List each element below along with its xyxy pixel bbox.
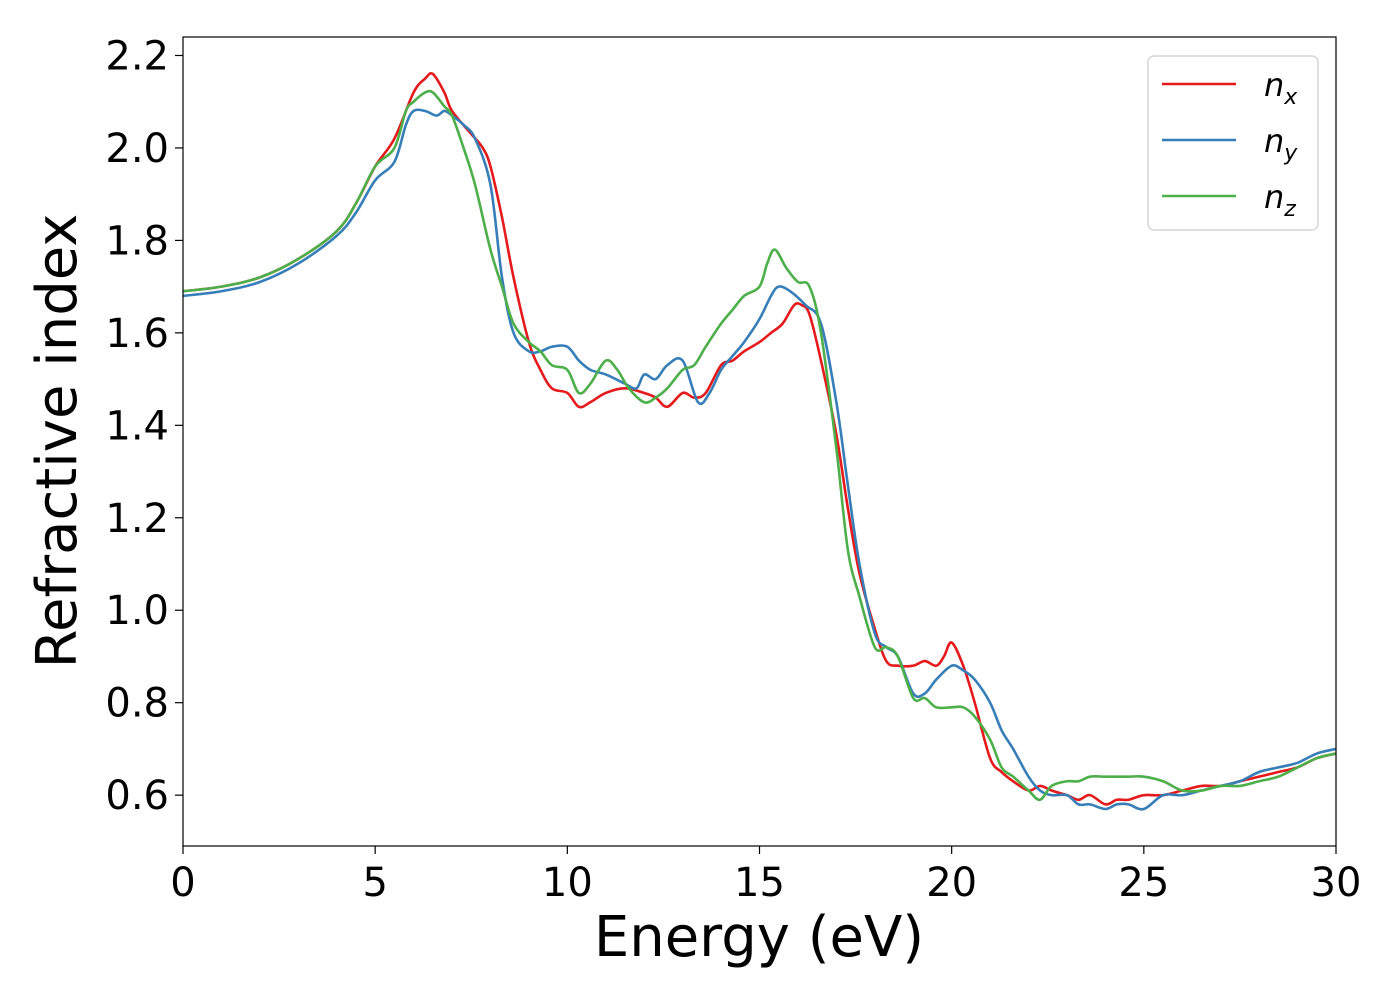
y-tick-label: 0.8 — [105, 681, 169, 727]
legend-label-z: nz — [1264, 178, 1296, 222]
x-tick-label: 25 — [1118, 860, 1169, 906]
series-line-z — [183, 89, 1336, 802]
y-tick-label: 1.0 — [105, 588, 169, 634]
y-tick-label: 0.6 — [105, 773, 169, 819]
series-layer — [183, 72, 1336, 811]
x-tick-label: 30 — [1311, 860, 1362, 906]
y-tick-label: 1.2 — [105, 496, 169, 542]
x-axis: 0 5 10 15 20 25 30 — [170, 846, 1361, 906]
x-tick-label: 15 — [734, 860, 785, 906]
x-tick-label: 5 — [362, 860, 387, 906]
y-tick-label: 2.0 — [105, 126, 169, 172]
y-tick-label: 1.8 — [105, 218, 169, 264]
legend: nx ny nz — [1147, 55, 1319, 231]
legend-box — [1147, 55, 1319, 231]
y-tick-label: 1.4 — [105, 403, 169, 449]
y-axis-title: Refractive index — [25, 214, 90, 669]
x-tick-label: 20 — [926, 860, 977, 906]
x-tick-label: 0 — [170, 860, 195, 906]
y-tick-label: 2.2 — [105, 33, 169, 79]
y-tick-label: 1.6 — [105, 311, 169, 357]
y-axis: 0.6 0.8 1.0 1.2 1.4 1.6 1.8 2.0 2.2 — [105, 33, 183, 819]
x-tick-label: 10 — [542, 860, 593, 906]
legend-label-y: ny — [1264, 122, 1298, 166]
x-axis-title: Energy (eV) — [594, 905, 924, 970]
legend-label-x: nx — [1264, 66, 1298, 110]
